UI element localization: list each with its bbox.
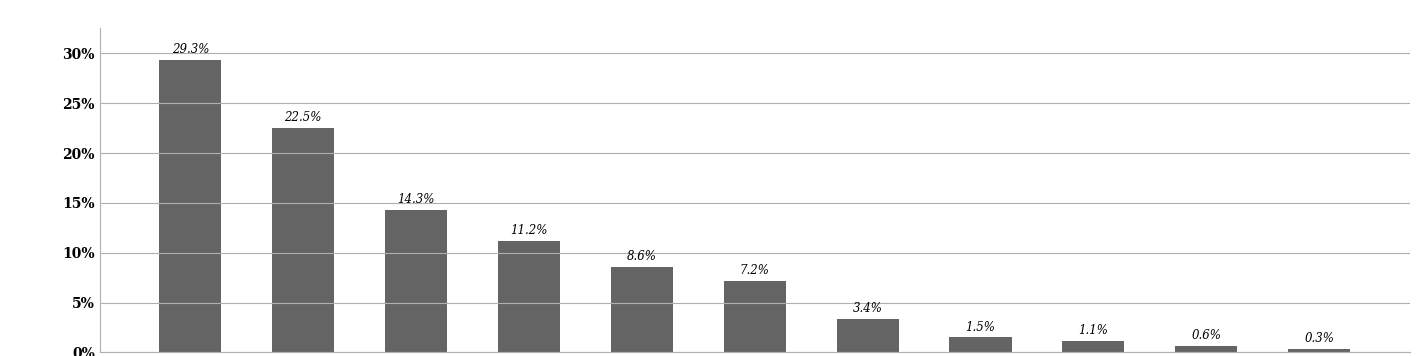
Bar: [723, 281, 786, 352]
Text: 29.3%: 29.3%: [171, 43, 209, 56]
Bar: [384, 210, 447, 352]
Text: 11.2%: 11.2%: [510, 224, 548, 237]
Bar: [1175, 346, 1237, 352]
Text: 8.6%: 8.6%: [627, 250, 656, 263]
Bar: [1062, 341, 1125, 352]
Text: 0.6%: 0.6%: [1192, 329, 1222, 342]
Text: 3.4%: 3.4%: [853, 302, 883, 315]
Text: 1.5%: 1.5%: [965, 320, 995, 334]
Text: 22.5%: 22.5%: [285, 111, 322, 124]
Bar: [498, 241, 560, 352]
Bar: [1289, 350, 1350, 352]
Bar: [950, 337, 1011, 352]
Text: 7.2%: 7.2%: [740, 264, 769, 277]
Bar: [836, 319, 899, 352]
Text: 1.1%: 1.1%: [1078, 324, 1108, 337]
Text: 0.3%: 0.3%: [1304, 333, 1334, 345]
Bar: [611, 267, 674, 352]
Bar: [159, 61, 221, 352]
Text: 14.3%: 14.3%: [397, 193, 434, 206]
Bar: [272, 128, 335, 352]
